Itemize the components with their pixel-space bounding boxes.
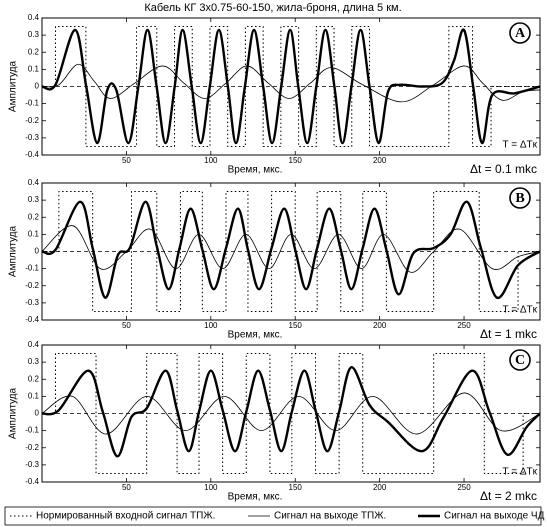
dt-label: Δt = 1 mkc [480,327,537,341]
y-axis-label: Амплитуда [8,387,19,439]
x-tick-label: 200 [373,321,387,330]
chart-title: Кабель КГ 3x0.75-60-150, жила-броня, дли… [144,2,401,14]
panel: 0.4 0.3 0.2 0.1 0 -0.1 -0.2 -0.3 -0.4 50 100 150 200… [8,178,541,341]
x-tick-label: 250 [457,321,471,330]
dt-label: Δt = 2 mkc [480,489,537,503]
panel-label: A [515,26,526,41]
y-tick-label: 0.4 [28,13,40,22]
x-tick-label: 50 [122,156,131,165]
panel-label-circle [509,187,531,209]
y-tick-label: 0.2 [28,47,40,56]
panel-label-circle [509,22,531,44]
x-tick-label: 250 [457,483,471,492]
y-tick-label: 0.4 [28,178,40,187]
series-line [42,366,540,458]
plot-frame [41,17,541,156]
y-axis-label: Амплитуда [8,225,19,277]
series-line [42,28,540,145]
x-axis-label: Время, мкс. [228,165,283,176]
y-tick-label: -0.4 [25,477,39,486]
x-tick-label: 150 [289,483,303,492]
series-line [42,353,540,474]
x-tick-label: 100 [204,483,218,492]
y-tick-label: 0.2 [28,374,40,383]
legend-box [4,506,542,526]
panel-label: B [515,191,524,206]
y-tick-label: -0.3 [25,460,39,469]
y-tick-label: 0.3 [28,195,40,204]
y-tick-label: -0.3 [25,133,39,142]
y-tick-label: 0.1 [28,391,40,400]
x-tick-label: 200 [373,156,387,165]
y-tick-label: -0.1 [25,264,39,273]
plot-frame [41,344,541,483]
panel: 0.4 0.3 0.2 0.1 0 -0.1 -0.2 -0.3 -0.4 50 100 150 200… [8,340,541,503]
x-tick-label: 100 [204,156,218,165]
x-axis-label: Время, мкс. [228,492,283,503]
legend: Нормированный входной сигнал ТПЖ. Сигнал … [4,506,545,526]
y-axis-label: Амплитуда [8,60,19,112]
annotation: T = ΔTк [503,305,538,316]
annotation: T = ΔTк [503,140,538,151]
panel-label: C [515,353,525,368]
x-tick-label: 50 [122,321,131,330]
x-tick-label: 150 [289,156,303,165]
y-tick-label: 0.3 [28,357,40,366]
legend-label: Сигнал на выходе ЧД [444,511,545,522]
y-tick-label: -0.3 [25,298,39,307]
y-tick-label: 0.2 [28,212,40,221]
y-tick-label: -0.4 [25,315,39,324]
y-tick-label: 0 [35,409,40,418]
x-tick-label: 50 [122,483,131,492]
y-tick-label: 0.4 [28,340,40,349]
plot-frame [41,182,541,321]
x-tick-label: 150 [289,321,303,330]
y-tick-label: -0.1 [25,99,39,108]
y-tick-label: -0.2 [25,443,39,452]
series-line [42,200,540,299]
x-axis-label: Время, мкс. [228,330,283,341]
panel-label-circle [509,349,531,371]
legend-label: Сигнал на выходе ТПЖ. [274,511,386,522]
y-tick-label: -0.2 [25,281,39,290]
y-tick-label: -0.1 [25,426,39,435]
x-tick-label: 100 [204,321,218,330]
y-tick-label: -0.4 [25,150,39,159]
y-tick-label: 0.3 [28,30,40,39]
dt-label: Δt = 0.1 mkc [470,162,537,176]
annotation: T = ΔTк [503,467,538,478]
y-tick-label: 0 [35,247,40,256]
x-tick-label: 200 [373,483,387,492]
y-tick-label: 0.1 [28,64,40,73]
y-tick-label: 0 [35,82,40,91]
y-tick-label: 0.1 [28,229,40,238]
panel: 0.4 0.3 0.2 0.1 0 -0.1 -0.2 -0.3 -0.4 50 100 150 200… [8,13,541,176]
y-tick-label: -0.2 [25,116,39,125]
legend-label: Нормированный входной сигнал ТПЖ. [36,511,215,522]
series-line [42,392,540,435]
